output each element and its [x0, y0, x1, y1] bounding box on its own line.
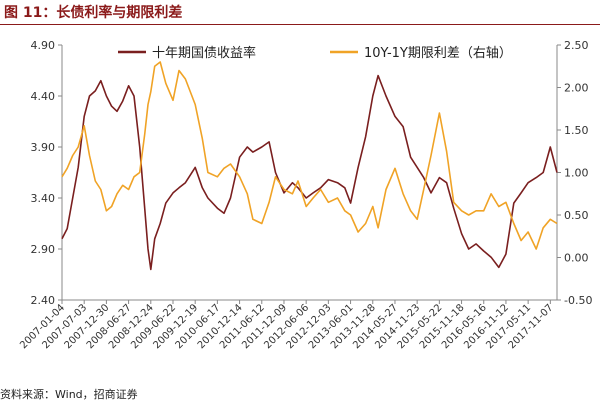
y-left-tick-label: 2.90 — [31, 243, 56, 256]
figure-title: 图 11：长债利率与期限利差 — [4, 5, 183, 21]
y-right-tick-label: 0.50 — [564, 209, 589, 222]
legend-label: 10Y-1Y期限利差（右轴） — [364, 46, 512, 61]
y-right-tick-label: 2.50 — [564, 39, 589, 52]
y-right-tick-label: 1.00 — [564, 167, 589, 180]
legend-label: 十年期国债收益率 — [152, 45, 256, 61]
chart-series — [61, 61, 558, 271]
y-right-tick-label: 1.50 — [564, 124, 589, 137]
y-left-tick-label: 4.40 — [31, 90, 56, 103]
y-right-tick-label: 0.00 — [564, 252, 589, 265]
source-note: 资料来源：Wind，招商证券 — [0, 388, 138, 401]
series-line-term-spread — [61, 61, 558, 250]
y-right-tick-label: 2.00 — [564, 82, 589, 95]
y-left-tick-label: 3.90 — [31, 141, 56, 154]
chart-legend: 十年期国债收益率 10Y-1Y期限利差（右轴） — [118, 45, 512, 61]
y-left-tick-label: 3.40 — [31, 192, 56, 205]
title-divider — [0, 24, 600, 25]
series-line-10y-yield — [61, 74, 558, 271]
y-right-tick-label: -0.50 — [564, 294, 592, 307]
y-left-tick-label: 4.90 — [31, 39, 56, 52]
y-left-tick-label: 2.40 — [31, 294, 56, 307]
chart-axes: 2.40 2.90 3.40 3.90 4.40 4.90 -0.50 0.00 0.50 1.0… — [18, 39, 592, 351]
